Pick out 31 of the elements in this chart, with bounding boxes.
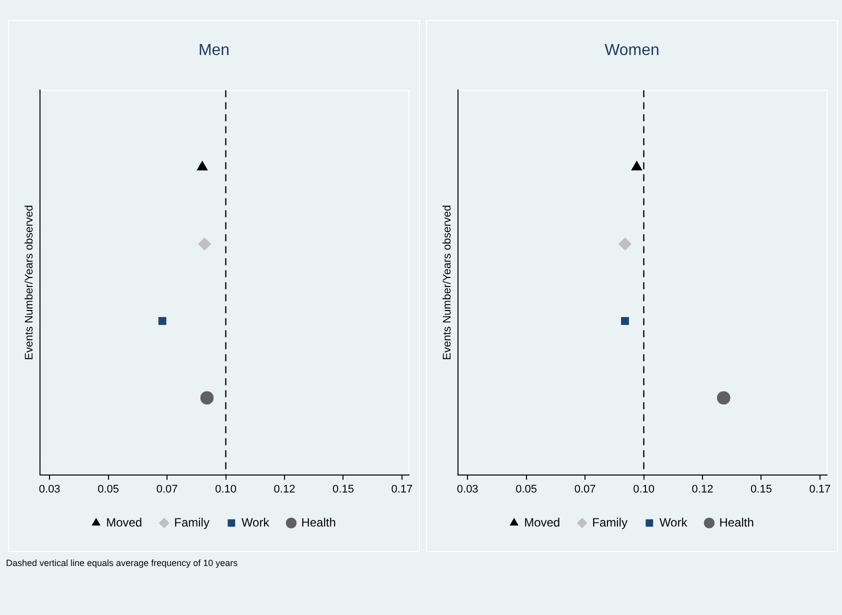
legend-label: Moved	[524, 515, 560, 530]
x-tick-label: 0.10	[633, 483, 654, 496]
x-tick-label: 0.15	[332, 483, 354, 496]
legend-label: Work	[241, 515, 270, 530]
x-tick-label: 0.10	[215, 483, 236, 496]
legend-label: Work	[659, 515, 688, 530]
legend-label: Family	[592, 515, 628, 530]
x-tick-label: 0.03	[456, 483, 478, 496]
legend-label: Family	[174, 515, 210, 530]
legend-label: Health	[301, 515, 336, 530]
x-tick-label: 0.05	[516, 483, 538, 496]
x-tick-label: 0.07	[156, 483, 178, 496]
legend-label: Health	[719, 515, 754, 530]
y-axis-title: Events Number/Years observed	[24, 205, 36, 360]
point	[196, 160, 209, 171]
x-tick-label: 0.05	[98, 483, 120, 496]
point	[200, 390, 214, 406]
x-tick-label: 0.12	[274, 483, 296, 496]
chart-title: Women	[604, 42, 660, 60]
text: Dashed vertical line equals average frequency of 10 years	[6, 558, 239, 568]
x-tick-label: 0.17	[809, 483, 831, 496]
x-tick-label: 0.03	[38, 483, 60, 496]
point	[197, 236, 212, 252]
legend-label: Moved	[106, 515, 142, 530]
x-tick-label: 0.17	[391, 483, 413, 496]
x-tick-label: 0.15	[750, 483, 772, 496]
point	[158, 316, 167, 326]
x-tick-label: 0.07	[574, 483, 596, 496]
x-tick-label: 0.12	[692, 483, 714, 496]
y-axis-title: Events Number/Years observed	[442, 205, 454, 360]
chart-title: Men	[198, 42, 230, 60]
